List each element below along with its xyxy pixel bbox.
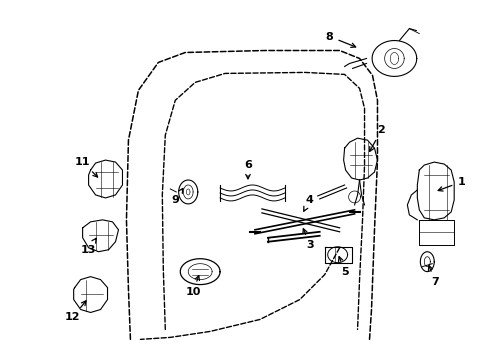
Text: 1: 1 <box>437 177 464 191</box>
Text: 4: 4 <box>303 195 313 211</box>
Text: 10: 10 <box>185 276 201 297</box>
Text: 13: 13 <box>81 238 96 255</box>
Text: 11: 11 <box>75 157 98 177</box>
Text: 7: 7 <box>427 266 438 287</box>
Text: 3: 3 <box>302 229 313 250</box>
Text: 9: 9 <box>171 188 183 205</box>
Text: 6: 6 <box>244 160 251 179</box>
Text: 12: 12 <box>65 301 86 323</box>
Text: 2: 2 <box>369 125 385 152</box>
Text: 8: 8 <box>325 32 355 48</box>
Text: 5: 5 <box>338 257 348 276</box>
